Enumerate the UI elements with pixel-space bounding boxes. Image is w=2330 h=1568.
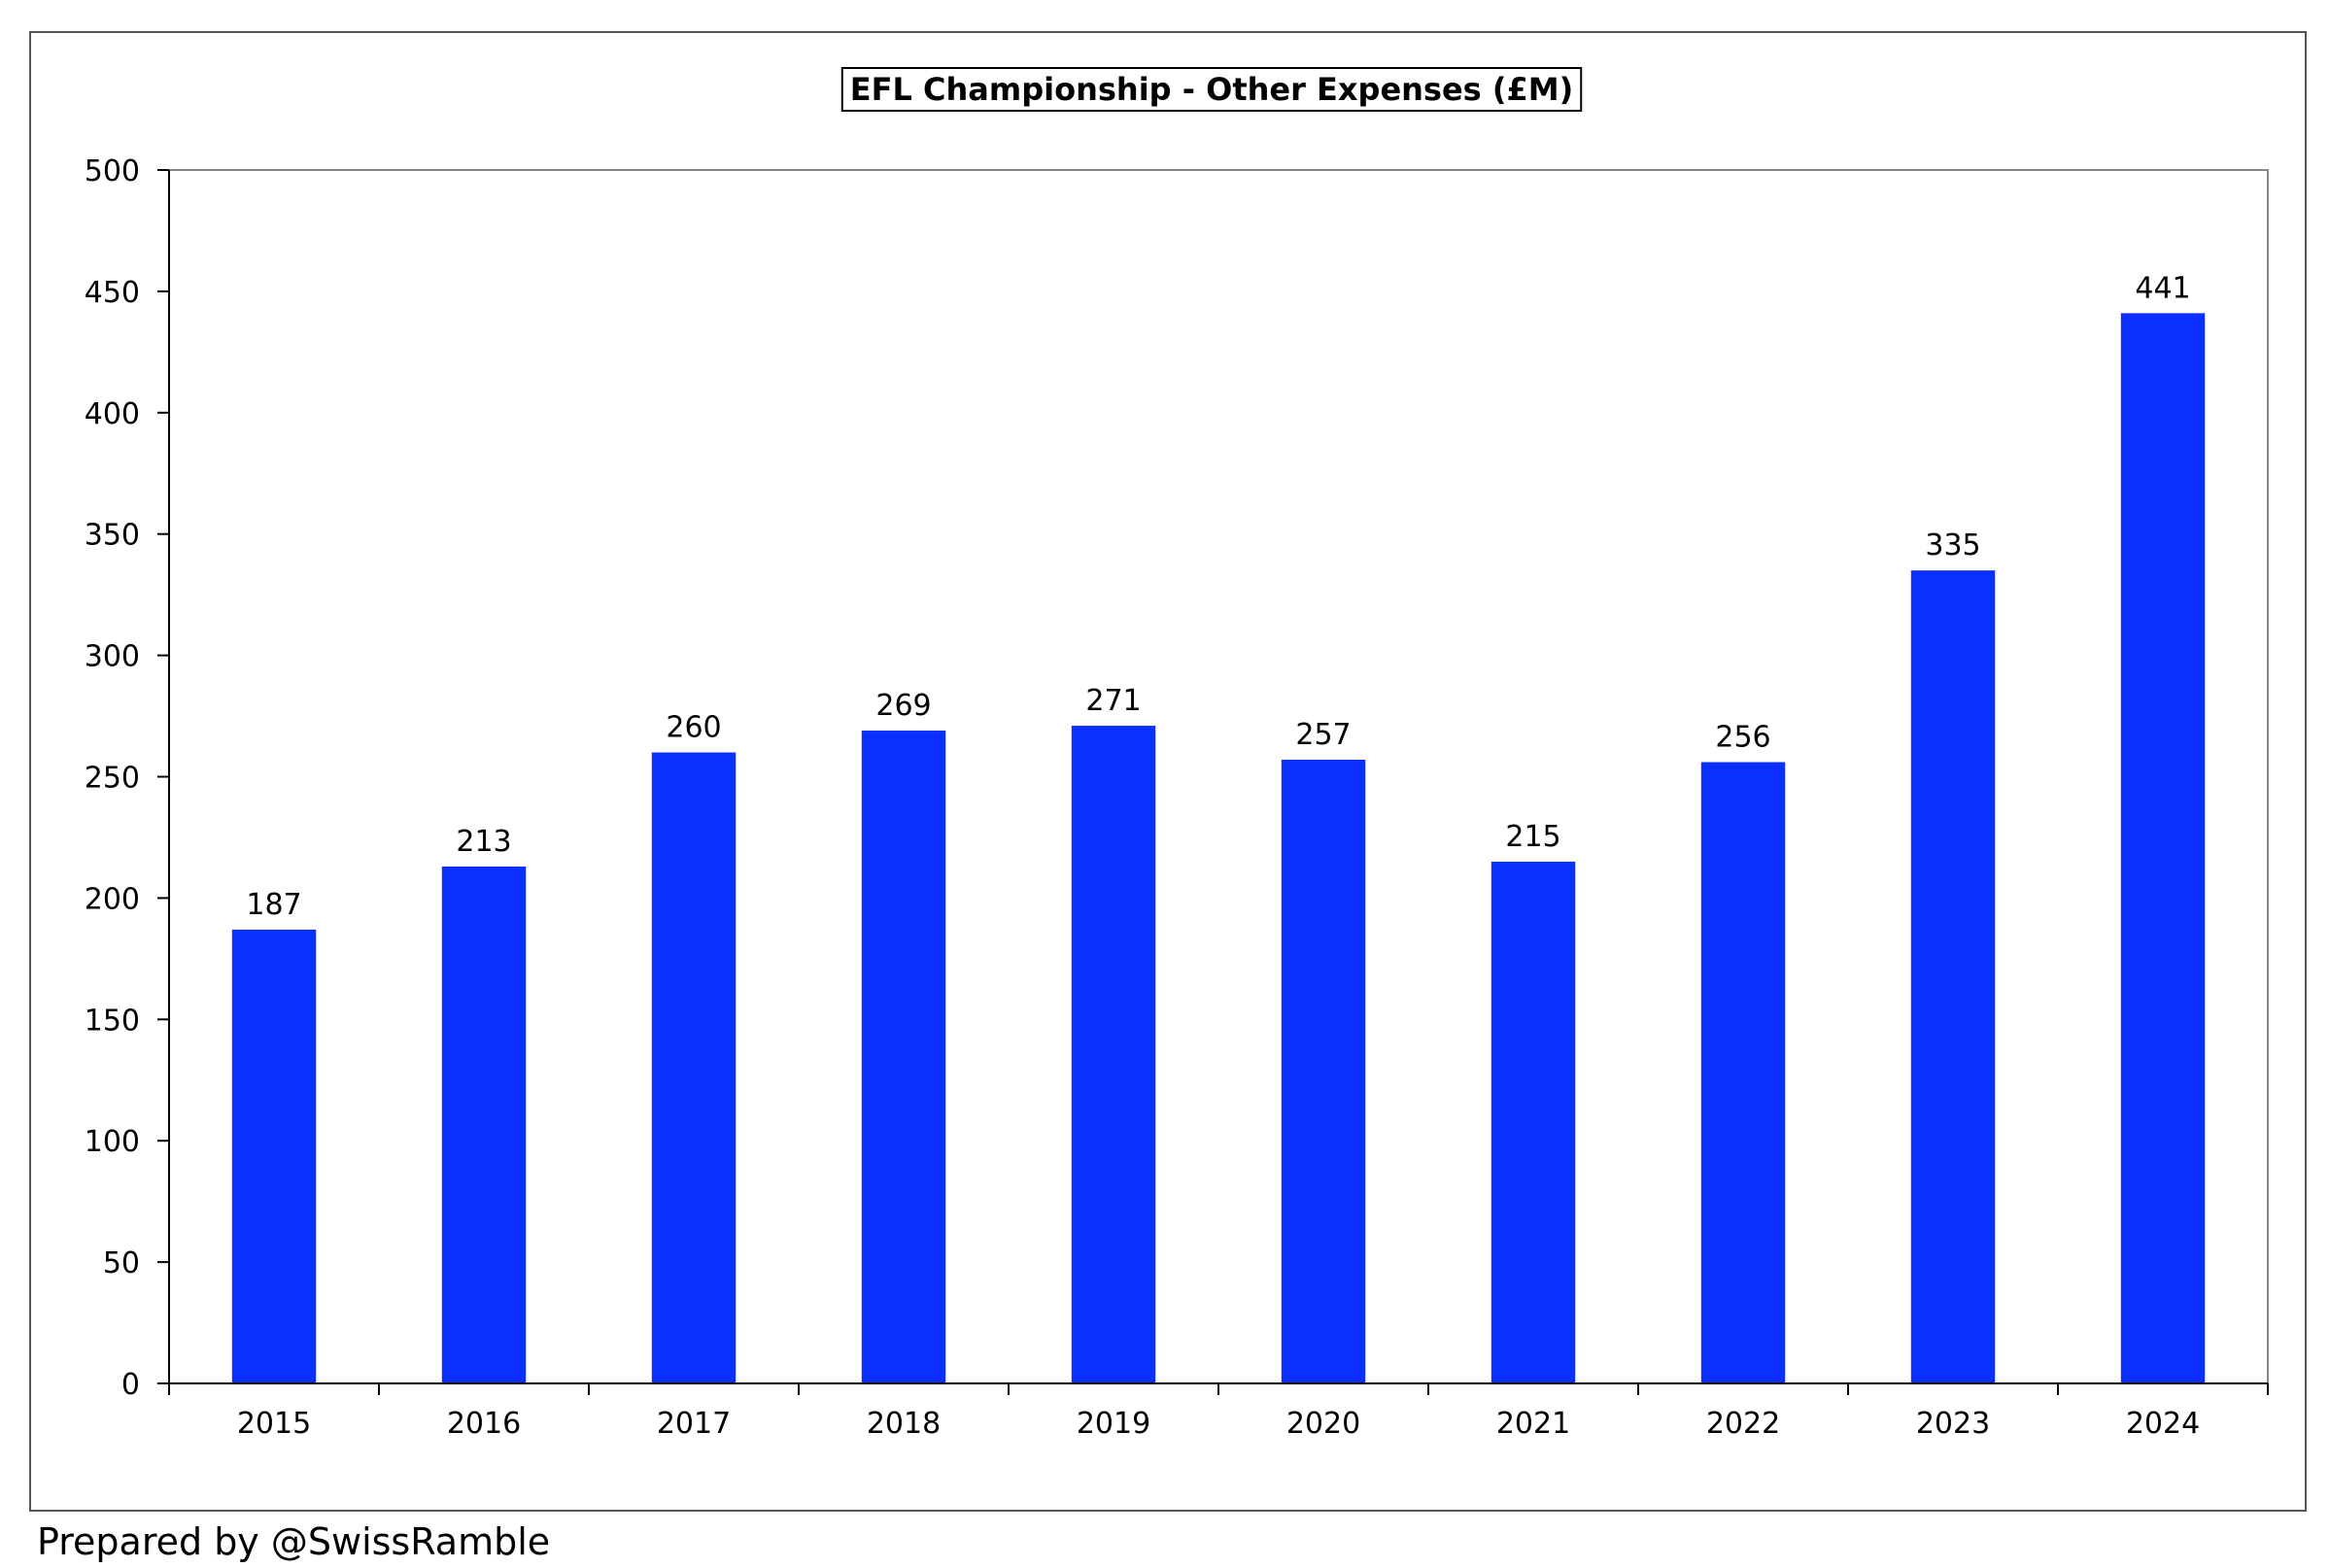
x-axis: 2015 2016 2017 2018 2019 2020 2021 2022 2023 2024 [168,1382,2269,1441]
bar-2015 [231,929,317,1383]
data-label-2020: 257 [1295,718,1351,752]
x-tick-label: 2023 [1916,1407,1990,1441]
x-tick-label: 2024 [2126,1407,2200,1441]
bar-2021 [1491,861,1576,1383]
y-tick-label: 400 [85,397,140,431]
bar-2020 [1281,760,1366,1383]
bar-2023 [1910,570,1996,1383]
y-tick-label: 450 [85,276,140,310]
footer-credit: Prepared by @SwissRamble [37,1520,551,1563]
bar-2019 [1071,726,1156,1383]
x-tick-label: 2015 [237,1407,311,1441]
data-label-2015: 187 [246,888,301,922]
data-label-2024: 441 [2135,271,2190,305]
bars-layer [231,313,2206,1384]
y-tick-label: 100 [85,1125,140,1159]
y-tick-label: 300 [85,640,140,674]
x-tick-label: 2016 [447,1407,521,1441]
data-label-2016: 213 [456,825,511,859]
y-tick-label: 500 [85,154,140,188]
data-label-2023: 335 [1925,528,1980,562]
bar-2017 [651,752,737,1383]
bar-2016 [441,866,527,1383]
data-label-2018: 269 [875,689,931,723]
y-tick-label: 50 [103,1246,140,1280]
y-tick-label: 350 [85,519,140,553]
y-tick-label: 200 [85,882,140,916]
x-tick-label: 2021 [1496,1407,1570,1441]
bar-2024 [2120,313,2206,1384]
data-label-2021: 215 [1505,820,1560,854]
data-labels-layer: 187 213 260 269 271 257 215 256 335 441 [246,271,2190,921]
x-tick-label: 2019 [1077,1407,1150,1441]
data-label-2022: 256 [1715,721,1770,755]
bar-2018 [861,731,946,1383]
y-tick-label: 250 [85,762,140,796]
bar-2022 [1700,762,1786,1383]
chart-title-border [840,67,1583,112]
x-tick-label: 2022 [1706,1407,1780,1441]
data-label-2017: 260 [666,711,721,745]
x-tick-label: 2018 [867,1407,941,1441]
y-tick-label: 150 [85,1004,140,1038]
x-tick-label: 2017 [657,1407,731,1441]
y-axis: 0 50 100 150 200 250 300 350 400 450 500 [85,154,170,1402]
x-tick-label: 2020 [1286,1407,1360,1441]
y-tick-label: 0 [121,1368,140,1402]
data-label-2019: 271 [1085,684,1141,718]
chart-title: EFL Championship - Other Expenses (£M) [850,71,1573,108]
chart-title-box: EFL Championship - Other Expenses (£M) [840,67,1583,112]
